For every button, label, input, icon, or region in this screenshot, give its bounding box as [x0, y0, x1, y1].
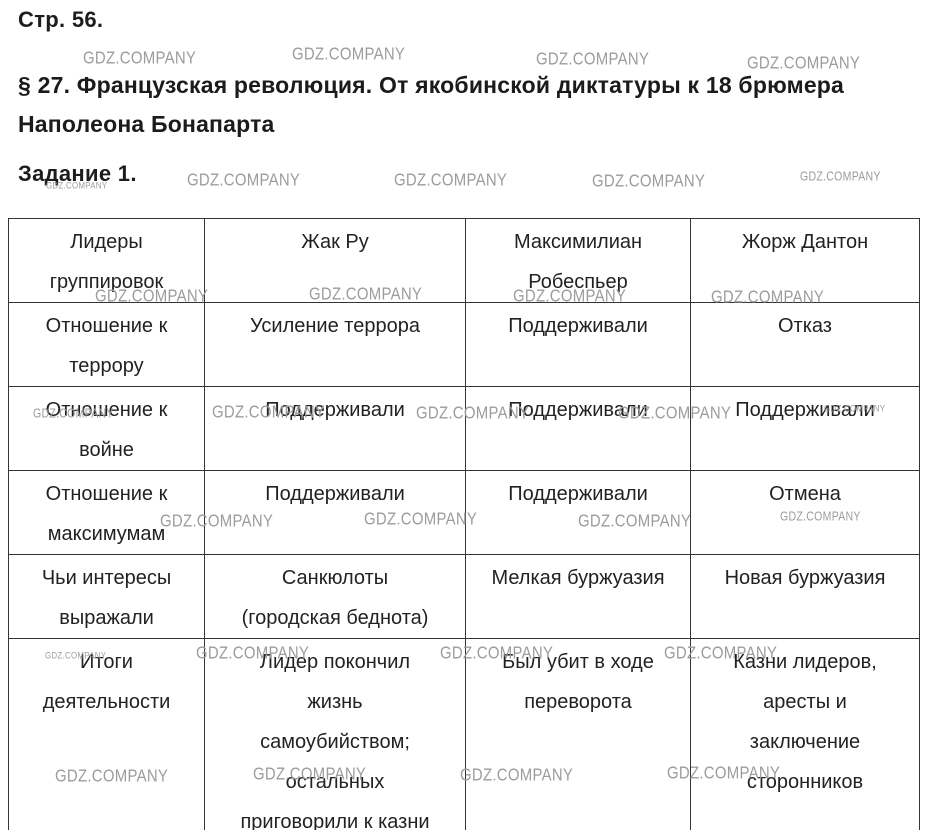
table-cell: Поддерживали [204, 386, 466, 471]
watermark: GDZ.COMPANY [592, 171, 706, 191]
watermark: GDZ.COMPANY [394, 170, 508, 190]
table-cell: Отказ [690, 302, 920, 387]
row-header-war: Отношение к войне [8, 386, 205, 471]
table-cell: Поддерживали [465, 302, 691, 387]
table-cell: Был убит в ходе переворота [465, 638, 691, 830]
table-row-maximums: Отношение к максимумам Поддерживали Подд… [8, 470, 920, 555]
row-header-interests: Чьи интересы выражали [8, 554, 205, 639]
table-cell: Поддерживали [465, 470, 691, 555]
table-cell: Казни лидеров, аресты и заключение сторо… [690, 638, 920, 830]
page-number: Стр. 56. [18, 7, 104, 32]
table-row-leaders: Лидеры группировок Жак Ру Максимилиан Ро… [8, 218, 920, 303]
section-title: § 27. Французская революция. От якобинск… [18, 72, 845, 137]
table-cell: Санкюлоты (городская беднота) [204, 554, 466, 639]
watermark: GDZ.COMPANY [187, 170, 301, 190]
table-cell: Поддерживали [465, 386, 691, 471]
answers-table: Лидеры группировок Жак Ру Максимилиан Ро… [8, 218, 920, 830]
table-cell: Усиление террора [204, 302, 466, 387]
table-cell: Новая буржуазия [690, 554, 920, 639]
table-row-terror: Отношение к террору Усиление террора Под… [8, 302, 920, 387]
table-cell: Мелкая буржуазия [465, 554, 691, 639]
table-cell: Лидер покончил жизнь самоубийством; оста… [204, 638, 466, 830]
row-header-results: Итоги деятельности [8, 638, 205, 830]
task-label: Задание 1. [18, 161, 137, 186]
row-header-terror: Отношение к террору [8, 302, 205, 387]
table-cell: Жак Ру [204, 218, 466, 303]
table-cell: Отмена [690, 470, 920, 555]
table-row-interests: Чьи интересы выражали Санкюлоты (городск… [8, 554, 920, 639]
row-header-maximums: Отношение к максимумам [8, 470, 205, 555]
watermark: GDZ.COMPANY [800, 169, 881, 184]
table-cell: Поддерживали [204, 470, 466, 555]
table-cell: Жорж Дантон [690, 218, 920, 303]
row-header-leaders: Лидеры группировок [8, 218, 205, 303]
table-row-results: Итоги деятельности Лидер покончил жизнь … [8, 638, 920, 830]
table-cell: Поддерживали [690, 386, 920, 471]
table-cell: Максимилиан Робеспьер [465, 218, 691, 303]
table-row-war: Отношение к войне Поддерживали Поддержив… [8, 386, 920, 471]
watermark: GDZ.COMPANY [292, 44, 406, 64]
